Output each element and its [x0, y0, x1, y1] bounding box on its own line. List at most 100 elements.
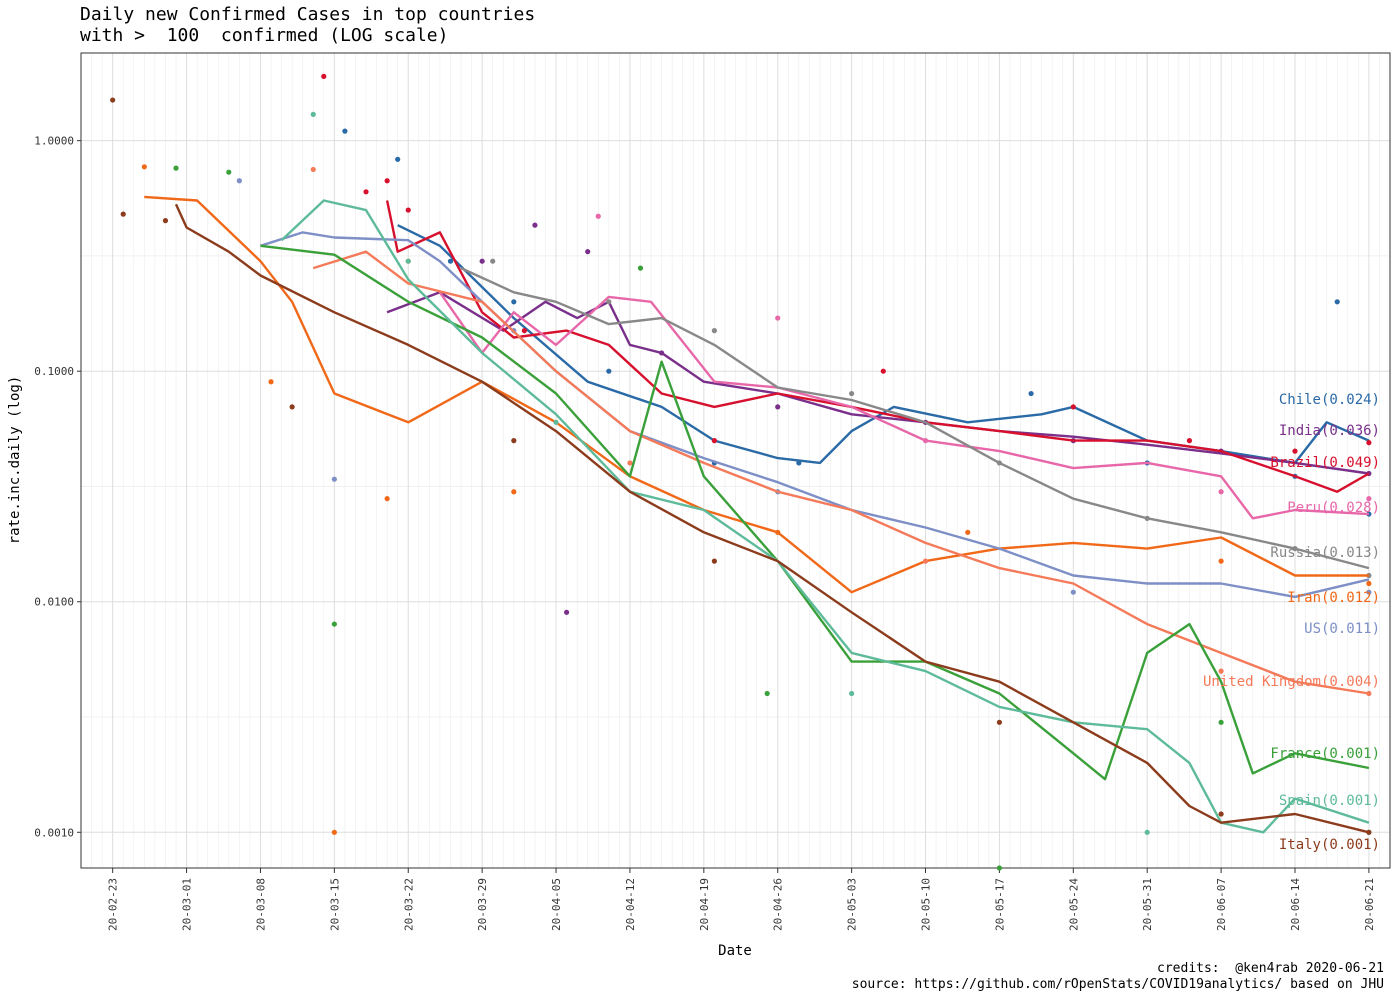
x-axis-title: Date — [718, 943, 752, 959]
series-label: Italy(0.001) — [1279, 837, 1380, 853]
data-point — [1186, 438, 1193, 444]
series-italy — [110, 97, 1372, 835]
data-point — [521, 328, 527, 334]
data-point — [532, 222, 538, 228]
x-tick-label: 20-04-12 — [624, 878, 637, 931]
series-label: India(0.036) — [1279, 423, 1380, 439]
data-point — [775, 404, 781, 410]
data-point — [331, 621, 337, 627]
trend-line — [386, 291, 1370, 475]
data-point — [711, 438, 717, 444]
x-tick-label: 20-05-17 — [993, 878, 1006, 931]
data-point — [1070, 404, 1076, 410]
data-point — [384, 178, 390, 184]
data-point — [1028, 390, 1034, 397]
series-label: France(0.001) — [1270, 746, 1380, 762]
x-tick-label: 20-02-23 — [107, 878, 120, 931]
credits: credits: @ken4rab 2020-06-21 source: htt… — [851, 961, 1384, 992]
data-point — [310, 111, 316, 117]
data-point — [268, 379, 274, 385]
x-tick-label: 20-04-26 — [772, 878, 785, 931]
x-tick-label: 20-05-31 — [1141, 878, 1154, 931]
series-label: Peru(0.028) — [1287, 500, 1380, 516]
data-point — [1334, 299, 1340, 305]
data-point — [606, 299, 612, 305]
trend-line — [312, 250, 1370, 695]
x-tick-label: 20-04-19 — [698, 878, 711, 931]
data-point — [321, 73, 327, 79]
trend-line — [260, 231, 1370, 599]
data-point — [553, 419, 559, 425]
plot-panel — [80, 52, 1391, 869]
data-point — [395, 156, 401, 162]
data-point — [563, 609, 570, 615]
x-tick-label: 20-06-07 — [1215, 878, 1228, 931]
data-point — [342, 128, 348, 134]
y-tick-label: 0.0100 — [34, 596, 74, 609]
data-point — [627, 460, 633, 466]
data-point — [764, 690, 770, 697]
series-label: Chile(0.024) — [1279, 392, 1380, 408]
data-point — [141, 164, 147, 170]
x-tick-label: 20-06-14 — [1289, 878, 1302, 931]
data-point — [236, 178, 242, 184]
data-point — [363, 189, 369, 195]
data-point — [1218, 668, 1224, 674]
series-labels: Chile(0.024) India(0.036) Brazil(0.049) Per… — [1203, 392, 1380, 853]
data-point — [405, 258, 411, 264]
data-point — [1144, 829, 1150, 835]
data-point — [331, 829, 337, 835]
data-point — [289, 404, 295, 410]
x-tick-label: 20-06-21 — [1363, 878, 1376, 931]
series-label: Iran(0.012) — [1287, 590, 1380, 606]
data-point — [162, 218, 169, 224]
data-point — [922, 558, 929, 564]
data-point — [1366, 589, 1372, 595]
data-point — [1218, 719, 1224, 725]
grid — [80, 53, 1391, 868]
chart-title: Daily new Confirmed Cases in top countri… — [80, 4, 536, 46]
data-point — [996, 719, 1003, 725]
y-axis: 1.0000 0.1000 0.0100 0.0010 — [34, 135, 81, 839]
data-point — [310, 166, 316, 173]
x-tick-label: 20-03-29 — [476, 878, 489, 931]
data-point — [1292, 448, 1298, 454]
y-tick-label: 0.1000 — [34, 365, 74, 378]
trend-line — [174, 203, 1370, 834]
data-point — [511, 299, 517, 305]
data-point — [1070, 589, 1076, 595]
x-tick-label: 20-05-03 — [846, 878, 859, 931]
trend-line — [260, 244, 1370, 781]
x-tick-label: 20-05-10 — [920, 878, 933, 931]
data-point — [585, 249, 591, 255]
series-label: Russia(0.013) — [1270, 545, 1380, 561]
data-point — [880, 368, 886, 374]
x-tick-label: 20-05-24 — [1067, 878, 1080, 931]
data-point — [595, 213, 601, 219]
x-tick-label: 20-03-08 — [254, 878, 267, 931]
data-point — [1218, 558, 1224, 564]
series — [110, 73, 1372, 871]
data-point — [511, 438, 517, 444]
data-point — [447, 258, 454, 264]
data-point — [331, 476, 337, 482]
data-point — [996, 865, 1003, 871]
series-label: US(0.011) — [1304, 621, 1380, 637]
data-point — [1366, 440, 1372, 446]
series-peru — [438, 213, 1372, 520]
data-point — [479, 258, 485, 264]
data-point — [711, 328, 717, 334]
data-point — [849, 690, 855, 697]
data-point — [1366, 496, 1372, 502]
trend-line — [460, 267, 1370, 570]
data-point — [120, 211, 126, 217]
data-point — [606, 368, 612, 374]
series-brazil — [321, 73, 1372, 493]
data-point — [511, 489, 517, 495]
data-point — [384, 496, 390, 502]
data-point — [110, 97, 116, 103]
data-point — [1218, 489, 1224, 495]
x-axis: 20-02-23 20-03-01 20-03-08 20-03-15 20-03-22… — [107, 868, 1376, 931]
data-point — [1218, 811, 1224, 817]
